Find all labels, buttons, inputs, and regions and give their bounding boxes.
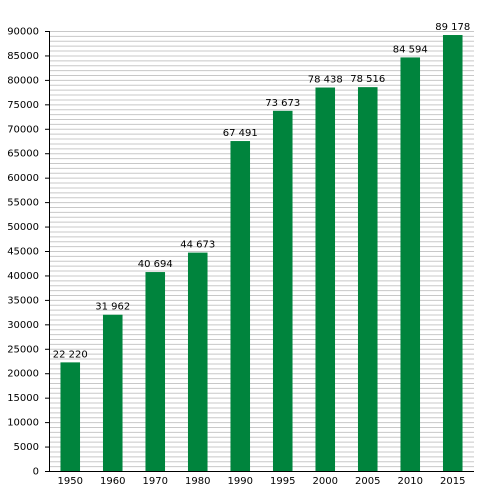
y-tick-label: 20000 xyxy=(7,369,39,380)
y-tick-label: 65000 xyxy=(7,149,39,160)
bar-1980 xyxy=(187,252,208,471)
y-tick-label: 80000 xyxy=(7,75,39,86)
axes xyxy=(45,31,474,472)
x-tick-label: 1950 xyxy=(58,476,83,487)
data-label-1990: 67 491 xyxy=(223,128,258,139)
y-tick-label: 60000 xyxy=(7,173,39,184)
x-tick-label: 2010 xyxy=(398,476,423,487)
y-tick-label: 50000 xyxy=(7,222,39,233)
y-tick-label: 0 xyxy=(33,467,39,478)
x-tick-label: 1990 xyxy=(228,476,253,487)
bar-2000 xyxy=(315,87,336,471)
y-tick-label: 45000 xyxy=(7,247,39,258)
bar-2010 xyxy=(400,57,421,472)
bar-1970 xyxy=(145,272,166,471)
bar-1990 xyxy=(230,141,251,471)
x-tick-label: 1960 xyxy=(100,476,125,487)
y-tick-label: 10000 xyxy=(7,418,39,429)
data-label-1995: 73 673 xyxy=(265,98,300,109)
data-label-1960: 31 962 xyxy=(95,302,130,313)
bars xyxy=(60,35,463,472)
x-axis-tick-labels: 1950 1960 1970 1980 1990 1995 2000 2005 2010 2015 xyxy=(58,476,466,487)
y-tick-label: 30000 xyxy=(7,320,39,331)
y-axis-tick-labels: 0 5000 10000 15000 20000 25000 30000 35000 40000… xyxy=(7,27,39,478)
bar-2005 xyxy=(357,87,378,472)
bar-1950 xyxy=(60,362,81,471)
y-tick-label: 40000 xyxy=(7,271,39,282)
x-tick-label: 1980 xyxy=(185,476,210,487)
data-label-2005: 78 516 xyxy=(350,74,385,85)
x-tick-label: 2005 xyxy=(355,476,380,487)
bar-2015 xyxy=(442,35,463,471)
y-tick-label: 25000 xyxy=(7,344,39,355)
y-tick-label: 75000 xyxy=(7,100,39,111)
data-label-2010: 84 594 xyxy=(393,44,428,55)
data-label-1970: 40 694 xyxy=(138,259,173,270)
y-tick-label: 35000 xyxy=(7,295,39,306)
data-label-2000: 78 438 xyxy=(308,75,343,86)
x-tick-label: 1995 xyxy=(270,476,295,487)
y-tick-label: 55000 xyxy=(7,198,39,209)
data-label-2015: 89 178 xyxy=(435,22,470,33)
y-tick-label: 70000 xyxy=(7,124,39,135)
x-tick-label: 2015 xyxy=(440,476,465,487)
data-label-1950: 22 220 xyxy=(53,349,88,360)
y-tick-label: 90000 xyxy=(7,27,39,38)
data-labels: 22 220 31 962 40 694 44 673 67 491 73 673 78 4… xyxy=(53,22,471,360)
x-tick-label: 1970 xyxy=(143,476,168,487)
y-tick-label: 15000 xyxy=(7,393,39,404)
y-tick-label: 85000 xyxy=(7,51,39,62)
data-label-1980: 44 673 xyxy=(180,240,215,251)
bar-1960 xyxy=(102,314,123,471)
bar-1995 xyxy=(272,110,293,471)
x-tick-label: 2000 xyxy=(313,476,338,487)
y-tick-label: 5000 xyxy=(14,442,39,453)
